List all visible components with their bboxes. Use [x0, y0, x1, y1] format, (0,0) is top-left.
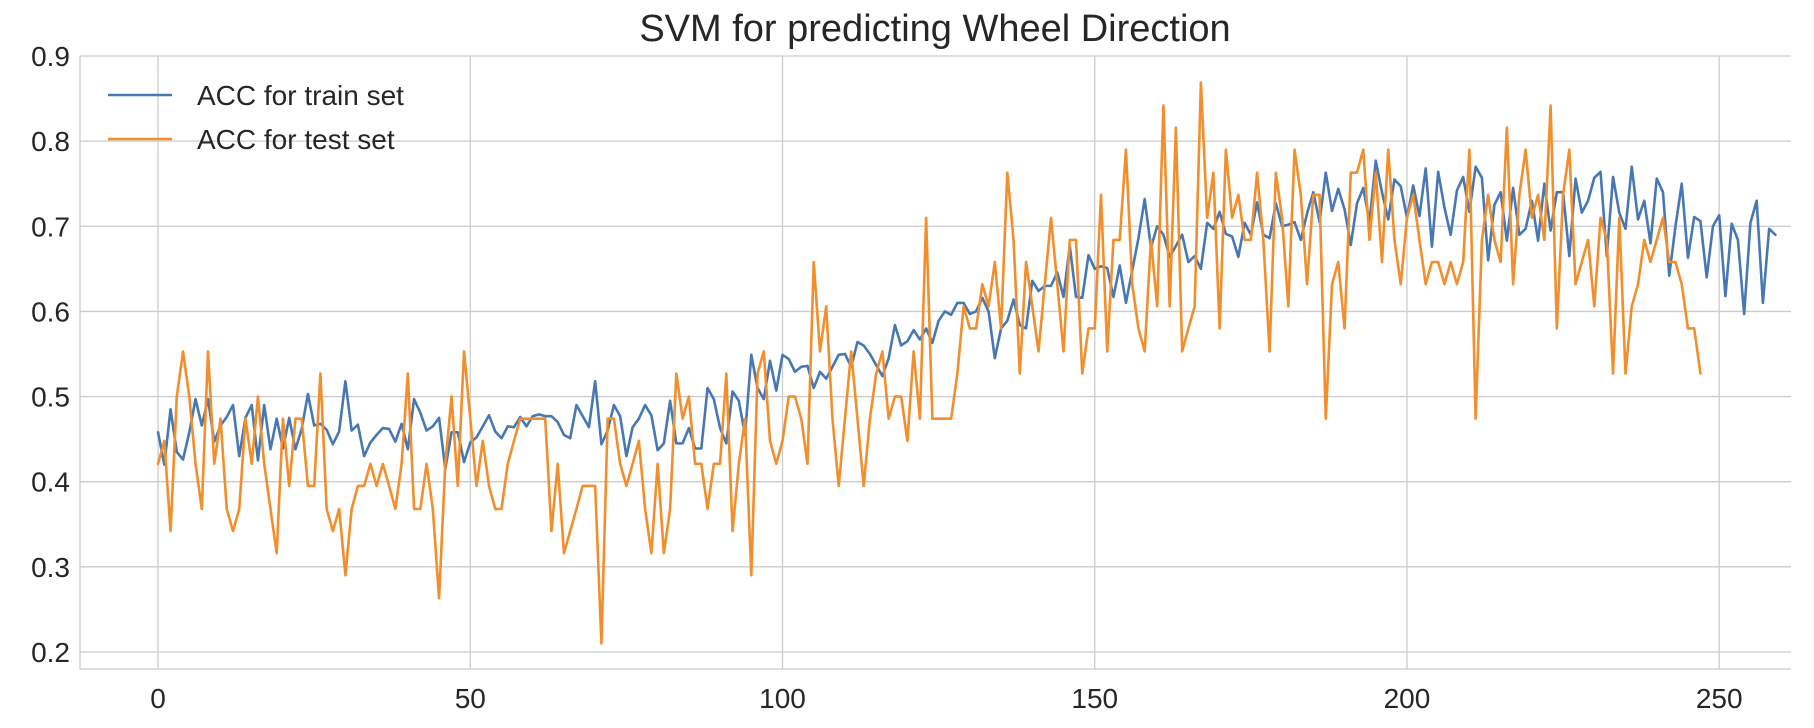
y-tick-label-6: 0.8	[31, 126, 70, 157]
y-tick-label-4: 0.6	[31, 296, 70, 327]
y-tick-label-7: 0.9	[31, 41, 70, 72]
y-tick-label-2: 0.4	[31, 467, 70, 498]
y-tick-label-0: 0.2	[31, 637, 70, 668]
chart-title: SVM for predicting Wheel Direction	[639, 8, 1230, 50]
x-tick-label-0: 0	[150, 683, 166, 714]
x-tick-label-2: 100	[759, 683, 806, 714]
x-tick-label-4: 200	[1384, 683, 1431, 714]
legend-label-0: ACC for train set	[197, 80, 404, 111]
x-tick-label-5: 250	[1696, 683, 1743, 714]
x-tick-label-1: 50	[455, 683, 486, 714]
y-tick-label-1: 0.3	[31, 552, 70, 583]
y-tick-label-3: 0.5	[31, 382, 70, 413]
legend-label-1: ACC for test set	[197, 124, 395, 155]
x-tick-label-3: 150	[1071, 683, 1118, 714]
y-tick-label-5: 0.7	[31, 211, 70, 242]
